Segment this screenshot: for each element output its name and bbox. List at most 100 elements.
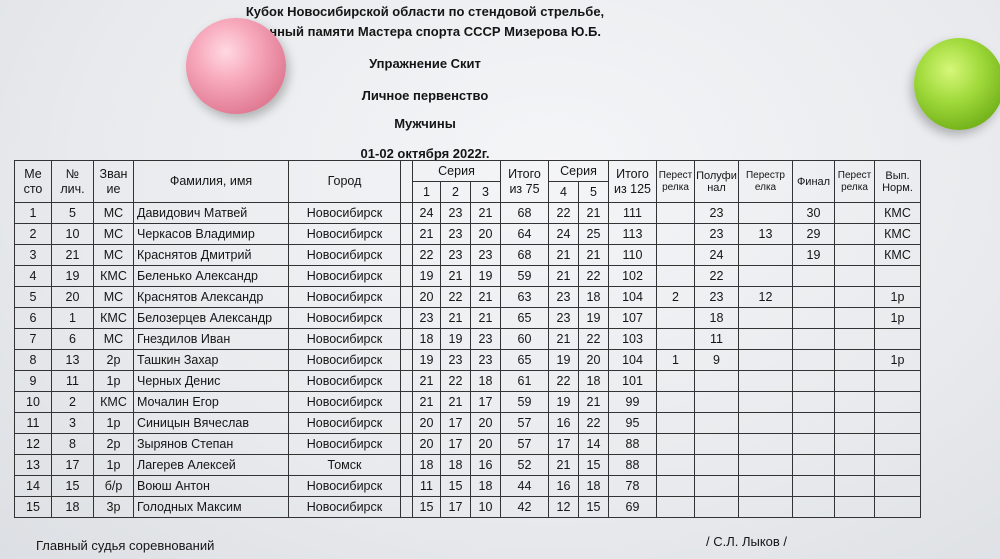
cell-final — [792, 265, 835, 287]
cell-t125: 88 — [608, 454, 657, 476]
cell-semi: 23 — [694, 223, 739, 245]
cell-s4: 12 — [548, 496, 579, 518]
cell-s1: 15 — [412, 496, 441, 518]
cell-s4: 21 — [548, 244, 579, 266]
cell-city: Томск — [288, 454, 401, 476]
cell-t75: 52 — [500, 454, 549, 476]
green-pushpin — [914, 38, 1000, 130]
chief-judge-name: / С.Л. Лыков / — [706, 534, 788, 549]
cell-norm — [874, 370, 921, 392]
gap-cell — [400, 244, 413, 266]
cell-so2 — [738, 475, 793, 497]
gap-cell — [400, 349, 413, 371]
cell-s2: 15 — [440, 475, 471, 497]
cell-so2 — [738, 433, 793, 455]
cell-so2 — [738, 391, 793, 413]
cell-name: Черкасов Владимир — [133, 223, 289, 245]
cell-s5: 22 — [578, 265, 609, 287]
cell-name: Краснятов Дмитрий — [133, 244, 289, 266]
cell-city: Новосибирск — [288, 223, 401, 245]
cell-final — [792, 496, 835, 518]
cell-rank: КМС — [93, 265, 134, 287]
cell-s3: 17 — [470, 391, 501, 413]
cell-semi: 18 — [694, 307, 739, 329]
cell-t75: 64 — [500, 223, 549, 245]
cell-num: 13 — [51, 349, 94, 371]
cell-rank: КМС — [93, 307, 134, 329]
cell-so3 — [834, 475, 875, 497]
chief-judge-label: Главный судья соревнований — [36, 538, 215, 553]
cell-name: Воюш Антон — [133, 475, 289, 497]
cell-name: Давидович Матвей — [133, 202, 289, 224]
cell-s3: 20 — [470, 223, 501, 245]
cell-final — [792, 370, 835, 392]
cell-t75: 61 — [500, 370, 549, 392]
cell-t125: 103 — [608, 328, 657, 350]
cell-rank: 1р — [93, 370, 134, 392]
cell-s1: 20 — [412, 286, 441, 308]
header-exercise: Упражнение Скит — [369, 56, 481, 71]
col-final: Финал — [792, 160, 835, 203]
cell-s2: 17 — [440, 433, 471, 455]
cell-s5: 25 — [578, 223, 609, 245]
cell-city: Новосибирск — [288, 391, 401, 413]
gap-cell — [400, 370, 413, 392]
cell-t75: 68 — [500, 202, 549, 224]
cell-s4: 23 — [548, 286, 579, 308]
col-name: Фамилия, имя — [133, 160, 289, 203]
cell-s3: 23 — [470, 328, 501, 350]
cell-place: 9 — [14, 370, 52, 392]
table-row: 11 3 1р Синицын Вячеслав Новосибирск 20 17 20 57… — [14, 412, 921, 434]
cell-s1: 21 — [412, 391, 441, 413]
cell-name: Гнездилов Иван — [133, 328, 289, 350]
cell-so2 — [738, 307, 793, 329]
cell-rank: 2р — [93, 433, 134, 455]
cell-s5: 15 — [578, 454, 609, 476]
gap-cell — [400, 454, 413, 476]
cell-s5: 21 — [578, 391, 609, 413]
cell-t125: 69 — [608, 496, 657, 518]
pink-pushpin — [186, 18, 286, 114]
gap-cell — [400, 286, 413, 308]
cell-num: 19 — [51, 265, 94, 287]
cell-place: 15 — [14, 496, 52, 518]
cell-name: Черных Денис — [133, 370, 289, 392]
cell-s5: 18 — [578, 286, 609, 308]
cell-t75: 42 — [500, 496, 549, 518]
cell-so1 — [656, 202, 695, 224]
cell-s3: 20 — [470, 433, 501, 455]
cell-final: 19 — [792, 244, 835, 266]
cell-so3 — [834, 412, 875, 434]
cell-semi: 24 — [694, 244, 739, 266]
cell-s3: 21 — [470, 307, 501, 329]
cell-s4: 19 — [548, 349, 579, 371]
cell-norm — [874, 328, 921, 350]
cell-semi: 22 — [694, 265, 739, 287]
cell-so1 — [656, 328, 695, 350]
cell-s3: 23 — [470, 349, 501, 371]
cell-so1: 2 — [656, 286, 695, 308]
cell-num: 1 — [51, 307, 94, 329]
cell-t125: 102 — [608, 265, 657, 287]
cell-place: 10 — [14, 391, 52, 413]
cell-so3 — [834, 391, 875, 413]
col-norm: Вып. Норм. — [874, 160, 921, 203]
cell-s5: 14 — [578, 433, 609, 455]
cell-name: Синицын Вячеслав — [133, 412, 289, 434]
cell-s1: 24 — [412, 202, 441, 224]
cell-s4: 23 — [548, 307, 579, 329]
cell-s2: 22 — [440, 286, 471, 308]
col-total-125: Итого из 125 — [608, 160, 657, 203]
cell-city: Новосибирск — [288, 496, 401, 518]
cell-rank: 1р — [93, 454, 134, 476]
cell-semi — [694, 496, 739, 518]
table-row: 7 6 МС Гнездилов Иван Новосибирск 18 19 23 60 21 2… — [14, 328, 921, 350]
cell-semi: 23 — [694, 202, 739, 224]
cell-num: 20 — [51, 286, 94, 308]
cell-num: 15 — [51, 475, 94, 497]
cell-t125: 104 — [608, 349, 657, 371]
cell-num: 5 — [51, 202, 94, 224]
cell-so1 — [656, 412, 695, 434]
cell-s2: 23 — [440, 244, 471, 266]
cell-s2: 18 — [440, 454, 471, 476]
